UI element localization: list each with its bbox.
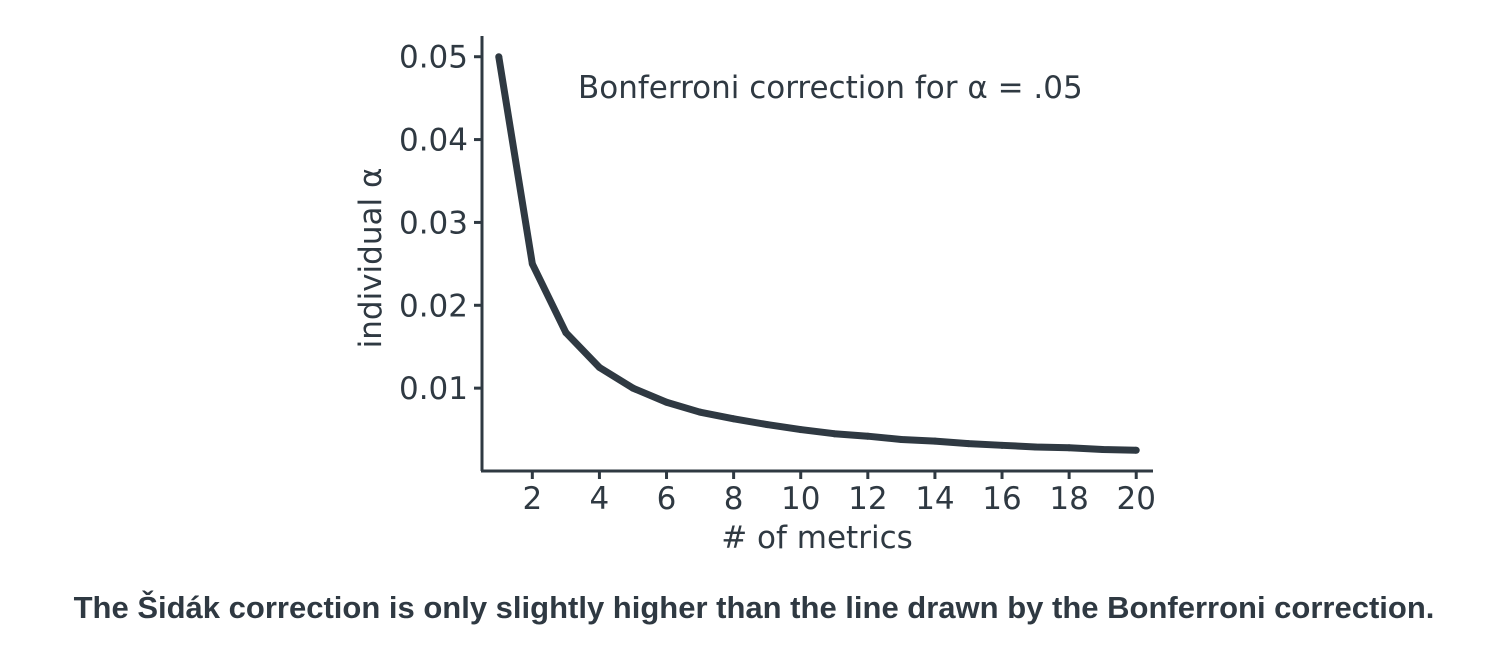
y-axis-label: individual α [353,168,389,349]
series-point [1132,446,1140,454]
series-point [629,384,637,392]
series-points [495,53,1140,454]
series-point [696,408,704,416]
series-point [562,329,570,337]
y-axis: 0.01 0.02 0.03 0.04 0.05 [399,36,484,471]
y-tick-label: 0.04 [399,123,468,159]
y-ticks: 0.01 0.02 0.03 0.04 0.05 [399,40,482,407]
series-point [897,436,905,444]
x-ticks: 2 4 6 8 10 12 14 16 18 20 [522,471,1156,517]
series-point [830,430,838,438]
x-tick-label: 2 [522,481,542,517]
series-point [931,437,939,445]
x-tick-label: 16 [982,481,1021,517]
series-point [763,421,771,429]
x-tick-label: 10 [781,481,820,517]
x-tick-label: 12 [848,481,887,517]
series-point [1099,445,1107,453]
x-tick-label: 14 [915,481,954,517]
y-tick-label: 0.02 [399,288,468,324]
series-point [1032,443,1040,451]
series-point [998,441,1006,449]
x-tick-label: 20 [1116,481,1155,517]
y-tick-label: 0.05 [399,40,468,76]
figure-caption: The Šidák correction is only slightly hi… [73,590,1435,625]
y-tick-label: 0.03 [399,205,468,241]
series-point [1065,444,1073,452]
series-point [528,260,536,268]
chart-annotation: Bonferroni correction for α = .05 [578,70,1083,106]
x-tick-label: 8 [724,481,744,517]
x-tick-label: 18 [1049,481,1088,517]
series-point [797,426,805,434]
x-axis: 2 4 6 8 10 12 14 16 18 20 [481,469,1156,517]
series-point [730,415,738,423]
series-point [964,440,972,448]
series-line-bonferroni [495,56,1137,454]
series-point [495,53,503,61]
series-point [595,363,603,371]
x-tick-label: 6 [657,481,677,517]
x-axis-label: # of metrics [721,520,913,556]
x-tick-label: 4 [590,481,610,517]
series-point [864,432,872,440]
y-tick-label: 0.01 [399,371,468,407]
bonferroni-chart: 0.01 0.02 0.03 0.04 0.05 2 4 6 8 10 12 14 16 18 20 Bo… [353,36,1156,556]
series-point [663,398,671,406]
